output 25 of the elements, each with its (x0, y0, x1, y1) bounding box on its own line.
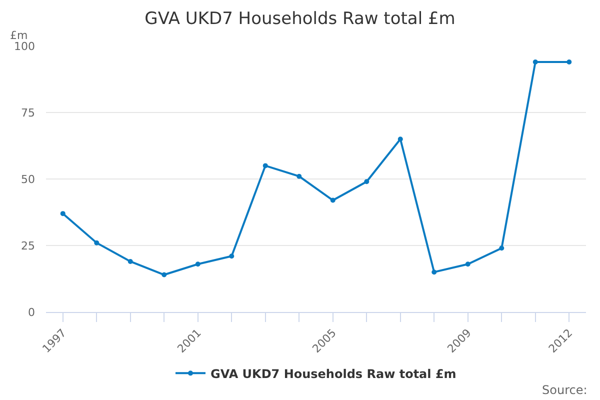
point (94, 240, 100, 246)
point (432, 270, 437, 275)
y-tick-label: 0 (28, 306, 35, 319)
point (364, 179, 370, 184)
point (330, 198, 336, 203)
chart-title: GVA UKD7 Households Raw total £m (144, 8, 456, 29)
point (499, 246, 504, 251)
y-tick-label: 100 (14, 40, 35, 53)
point (262, 163, 268, 168)
point (162, 272, 167, 278)
point (465, 262, 470, 267)
y-axis-title: £m (10, 29, 28, 42)
legend-label: GVA UKD7 Households Raw total £m (210, 366, 456, 381)
y-tick-label: 50 (21, 172, 35, 186)
point (398, 136, 403, 142)
point (532, 59, 538, 64)
y-tick-label: 75 (21, 106, 35, 120)
point (566, 59, 572, 64)
y-tick-label: 25 (21, 239, 35, 252)
point (195, 262, 200, 267)
source-note: Source: (542, 383, 588, 397)
point (60, 211, 66, 216)
point (128, 258, 133, 264)
point (296, 174, 302, 179)
point (229, 254, 234, 259)
